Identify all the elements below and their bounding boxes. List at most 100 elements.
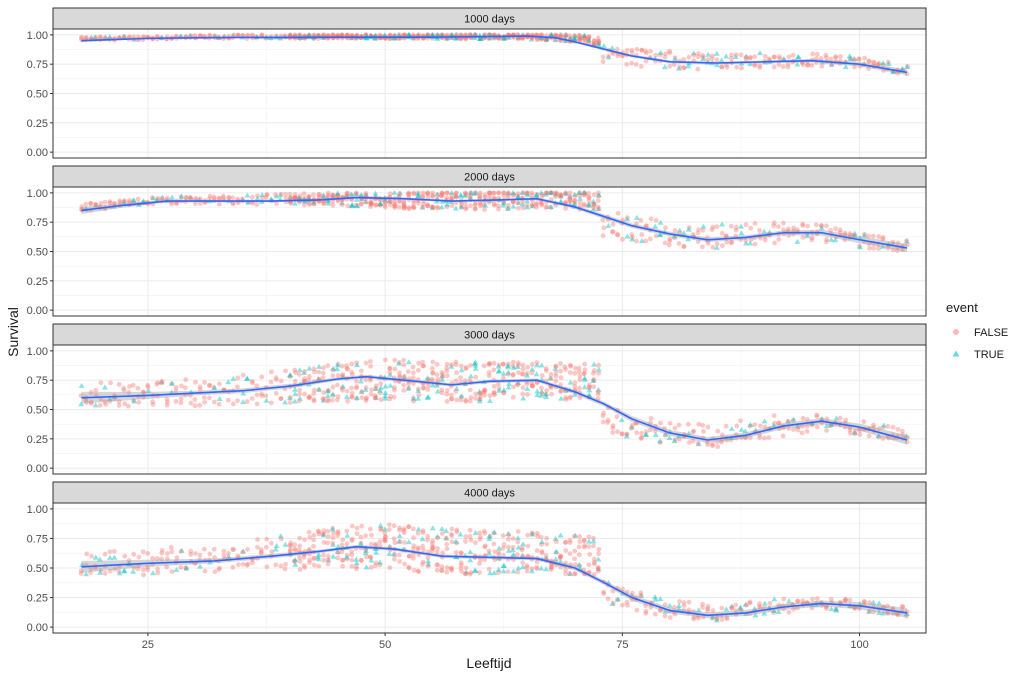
point-false	[572, 365, 578, 371]
point-false	[340, 557, 346, 563]
point-false	[217, 196, 222, 202]
point-true	[524, 385, 531, 391]
y-axis: 0.000.250.500.751.00	[27, 30, 53, 159]
point-true	[472, 529, 479, 535]
point-false	[107, 399, 113, 404]
point-false	[440, 372, 445, 378]
point-false	[340, 557, 345, 563]
point-false	[439, 387, 445, 393]
point-false	[430, 370, 436, 376]
point-false	[596, 193, 602, 199]
point-true	[547, 375, 554, 381]
point-false	[292, 192, 298, 197]
point-false	[264, 564, 270, 570]
point-false	[449, 526, 455, 532]
point-false	[425, 533, 431, 539]
point-false	[88, 389, 94, 395]
point-false	[800, 221, 806, 227]
point-false	[615, 597, 620, 603]
point-false	[516, 362, 521, 368]
point-false	[340, 372, 346, 377]
point-false	[610, 425, 616, 431]
point-false	[472, 206, 478, 212]
point-false	[89, 553, 94, 559]
point-false	[819, 416, 825, 422]
point-true	[903, 238, 910, 244]
point-false	[145, 551, 151, 556]
point-false	[212, 569, 218, 575]
point-false	[809, 235, 815, 241]
point-false	[468, 203, 473, 208]
point-false	[757, 601, 762, 607]
point-true	[425, 394, 432, 400]
point-false	[416, 360, 422, 366]
point-false	[634, 46, 640, 52]
point-false	[434, 372, 440, 378]
point-false	[481, 528, 487, 534]
point-false	[363, 192, 369, 198]
point-false	[591, 40, 597, 46]
point-true	[353, 556, 360, 562]
point-false	[695, 615, 701, 621]
point-false	[591, 201, 597, 207]
point-false	[757, 432, 763, 438]
point-false	[406, 205, 412, 211]
point-false	[595, 204, 601, 210]
point-false	[657, 52, 663, 58]
point-false	[392, 387, 397, 393]
point-false	[293, 548, 298, 553]
point-false	[459, 569, 465, 574]
point-false	[306, 377, 312, 383]
point-false	[676, 422, 682, 428]
point-false	[477, 193, 483, 198]
point-true	[92, 202, 99, 208]
point-true	[505, 364, 512, 370]
point-false	[719, 64, 725, 70]
point-false	[648, 420, 653, 426]
point-false	[771, 64, 777, 70]
point-true	[79, 561, 86, 567]
point-false	[420, 561, 425, 567]
point-false	[534, 380, 540, 386]
point-false	[164, 556, 170, 562]
y-tick-label: 0.75	[27, 59, 48, 71]
point-true	[116, 570, 123, 576]
point-false	[173, 385, 179, 390]
point-false	[747, 600, 753, 606]
point-false	[638, 590, 644, 596]
point-false	[254, 401, 260, 407]
point-false	[743, 54, 749, 60]
point-false	[255, 537, 260, 542]
point-true	[833, 415, 840, 421]
point-false	[890, 610, 896, 616]
point-false	[714, 615, 720, 621]
point-false	[534, 548, 540, 553]
point-false	[316, 531, 322, 537]
point-false	[515, 529, 521, 534]
point-false	[193, 551, 198, 556]
point-false	[250, 560, 255, 566]
point-false	[885, 245, 891, 251]
point-false	[576, 552, 582, 558]
point-false	[116, 399, 122, 405]
point-false	[330, 367, 336, 373]
point-false	[174, 201, 180, 207]
point-false	[624, 432, 630, 438]
point-true	[818, 225, 825, 231]
point-false	[444, 204, 450, 210]
point-false	[297, 535, 303, 541]
point-false	[610, 221, 616, 227]
point-false	[752, 61, 758, 67]
point-false	[344, 541, 350, 547]
point-false	[444, 361, 450, 367]
point-false	[216, 201, 222, 207]
point-false	[316, 529, 322, 535]
x-tick-label: 100	[850, 639, 868, 651]
point-false	[629, 422, 635, 428]
point-false	[558, 361, 563, 366]
point-false	[567, 33, 573, 39]
point-false	[581, 537, 587, 543]
point-true	[752, 427, 759, 433]
point-false	[116, 568, 122, 574]
point-false	[306, 200, 312, 206]
